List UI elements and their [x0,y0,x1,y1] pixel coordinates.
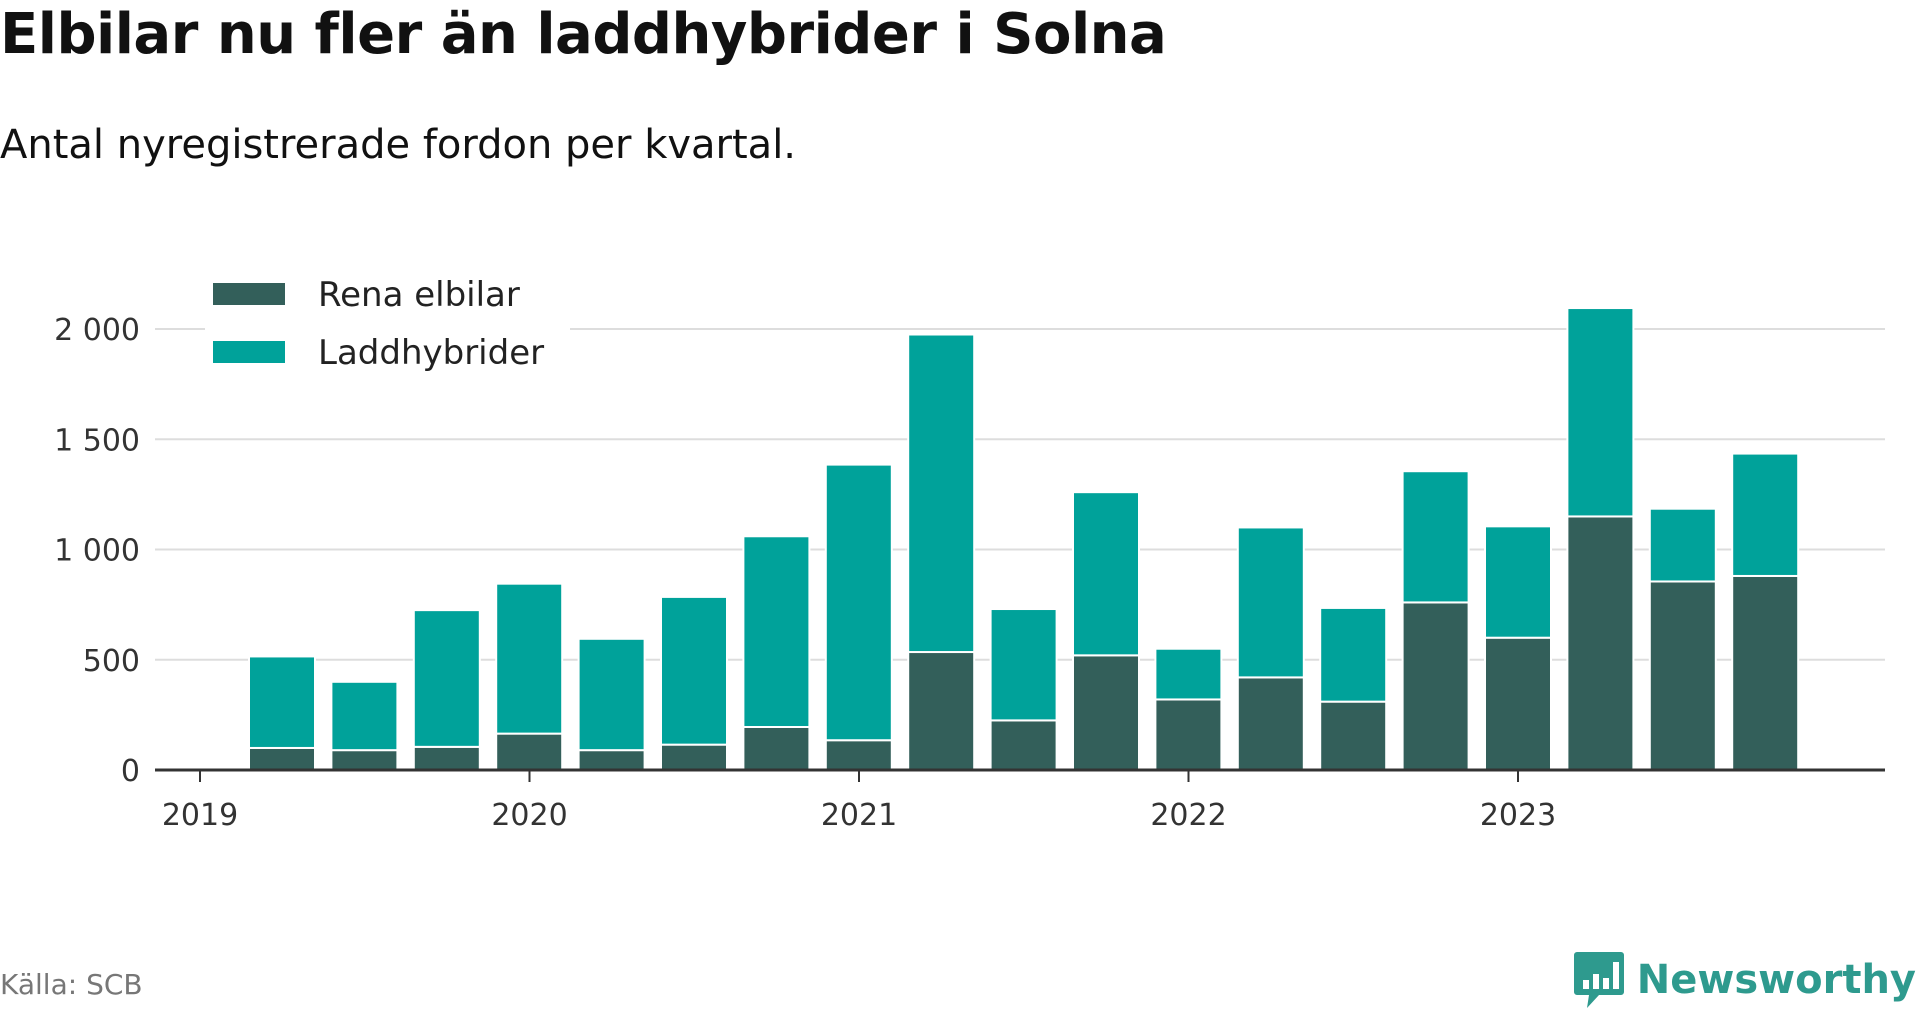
bar-laddhybrider [1566,307,1635,518]
bar-rena-elbilar [1154,698,1223,771]
bar-laddhybrider [248,655,316,749]
bar-laddhybrider [1731,452,1800,577]
bar-laddhybrider [1236,526,1305,679]
legend-swatch-rena-elbilar [213,283,285,305]
bar-laddhybrider [660,595,728,746]
bar-rena-elbilar [412,745,481,771]
bar-laddhybrider [989,608,1058,722]
y-tick-label: 0 [121,754,140,789]
bar-laddhybrider [1319,606,1388,703]
bar-rena-elbilar [248,746,316,772]
bar-laddhybrider [824,463,893,742]
y-tick-label: 500 [83,644,140,679]
legend-label-rena-elbilar: Rena elbilar [318,275,520,315]
bar-rena-elbilar [907,651,976,771]
x-tick-label: 2019 [162,798,238,833]
y-tick-label: 1 000 [54,534,140,569]
axes: 2019 2020 2021 2022 2023 [155,768,1885,833]
source-note: Källa: SCB [0,968,143,1001]
bars [248,307,1800,772]
bar-rena-elbilar [989,719,1058,772]
bar-laddhybrider [1072,491,1140,657]
bar-rena-elbilar [577,749,646,772]
x-tick-label: 2020 [491,798,567,833]
x-tick-label: 2022 [1150,798,1226,833]
chart-subtitle: Antal nyregistrerade fordon per kvartal. [0,122,797,168]
legend-swatch-laddhybrider [213,341,285,363]
bar-rena-elbilar [660,743,728,772]
bar-chart-speech-bubble-icon [1573,952,1624,1008]
bar-rena-elbilar [1648,580,1717,771]
legend: Rena elbilar Laddhybrider [205,270,570,380]
bar-laddhybrider [495,582,564,735]
bar-laddhybrider [742,535,811,729]
brand-logo: Newsworthy [1573,950,1916,1010]
bar-laddhybrider [330,680,399,752]
brand-name: Newsworthy [1636,957,1916,1003]
bar-rena-elbilar [1566,515,1635,771]
x-tick-label: 2023 [1480,798,1556,833]
y-tick-label: 1 500 [54,423,140,458]
bar-rena-elbilar [1484,636,1552,772]
bar-laddhybrider [577,637,646,752]
bar-laddhybrider [1648,507,1717,583]
bar-rena-elbilar [1236,676,1305,772]
chart-title: Elbilar nu fler än laddhybrider i Solna [0,2,1167,67]
bar-laddhybrider [412,609,481,748]
bar-rena-elbilar [742,726,811,772]
bar-laddhybrider [1484,525,1552,639]
bar-rena-elbilar [1319,700,1388,772]
bar-rena-elbilar [1731,574,1800,772]
x-tick-label: 2021 [821,798,897,833]
bar-rena-elbilar [495,732,564,771]
bar-rena-elbilar [330,749,399,772]
bar-rena-elbilar [1072,654,1140,772]
y-tick-label: 2 000 [54,313,140,348]
bar-laddhybrider [907,333,976,654]
bar-laddhybrider [1401,470,1470,604]
bar-laddhybrider [1154,647,1223,701]
legend-label-laddhybrider: Laddhybrider [318,333,544,373]
bar-rena-elbilar [1401,601,1470,771]
bar-rena-elbilar [824,739,893,771]
